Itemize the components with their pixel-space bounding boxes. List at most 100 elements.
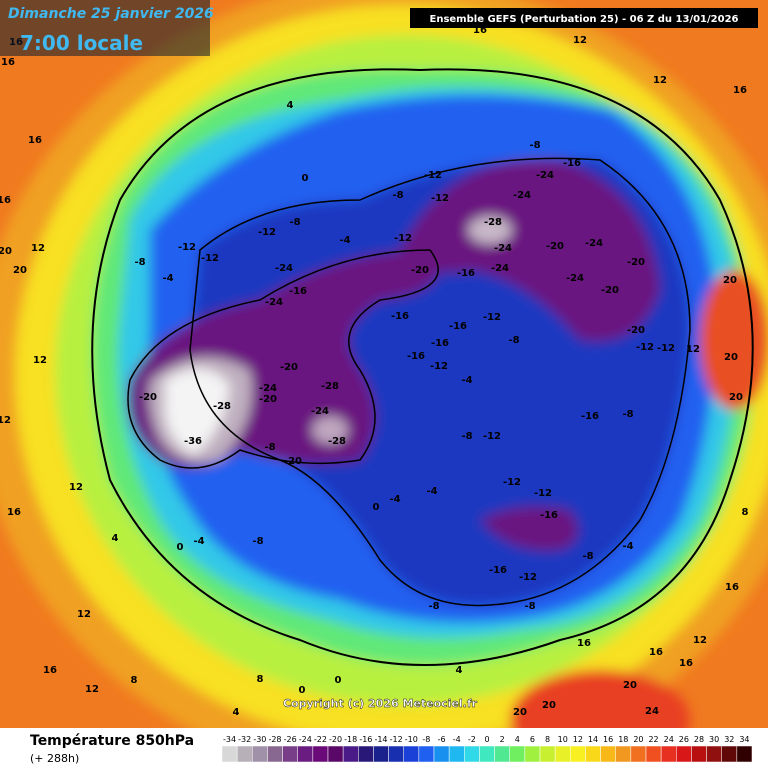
scale-swatch bbox=[660, 745, 677, 763]
scale-swatch bbox=[524, 745, 541, 763]
scale-swatch bbox=[570, 745, 586, 763]
contour-label: 16 bbox=[28, 135, 42, 146]
contour-label: -4 bbox=[193, 536, 204, 547]
scale-swatch bbox=[736, 745, 753, 763]
contour-label: -12 bbox=[424, 170, 442, 181]
contour-label: -24 bbox=[536, 170, 554, 181]
contour-label: -36 bbox=[184, 436, 202, 447]
contour-label: -20 bbox=[546, 241, 564, 252]
scale-label: -26 bbox=[284, 735, 297, 744]
scale-label: -12 bbox=[390, 735, 403, 744]
contour-label: 20 bbox=[13, 265, 27, 276]
scale-swatch bbox=[494, 745, 510, 763]
scale-label: 0 bbox=[484, 735, 489, 744]
contour-label: 20 bbox=[723, 275, 737, 286]
contour-label: 20 bbox=[724, 352, 738, 363]
contour-label: -20 bbox=[627, 325, 645, 336]
contour-label: -12 bbox=[519, 572, 537, 583]
isotherm bbox=[189, 157, 691, 607]
contour-label: 20 bbox=[729, 392, 743, 403]
contour-label: 8 bbox=[742, 507, 749, 518]
scale-label: 8 bbox=[545, 735, 550, 744]
contour-label: -12 bbox=[431, 193, 449, 204]
contour-label: 16 bbox=[7, 507, 21, 518]
contour-label: -4 bbox=[426, 486, 437, 497]
scale-swatch bbox=[600, 745, 616, 763]
contour-label: -20 bbox=[627, 257, 645, 268]
contour-label: -8 bbox=[289, 217, 300, 228]
contour-label: -12 bbox=[430, 361, 448, 372]
scale-label: -24 bbox=[299, 735, 312, 744]
contour-label: 0 bbox=[335, 675, 342, 686]
footer-lead: (+ 288h) bbox=[30, 752, 79, 765]
scale-label: -14 bbox=[374, 735, 387, 744]
scale-swatch bbox=[539, 745, 556, 763]
contour-label: 16 bbox=[473, 25, 487, 36]
contour-label: -12 bbox=[258, 227, 276, 238]
contour-label: -24 bbox=[265, 297, 283, 308]
contour-label: -28 bbox=[484, 217, 502, 228]
contour-label: -12 bbox=[503, 477, 521, 488]
scale-swatch bbox=[403, 745, 420, 763]
scale-label: 22 bbox=[648, 735, 658, 744]
scale-swatch bbox=[373, 745, 389, 763]
scale-swatch bbox=[630, 745, 647, 763]
contour-label: -8 bbox=[392, 190, 403, 201]
contour-label: -24 bbox=[491, 263, 509, 274]
contour-label: 12 bbox=[0, 415, 11, 426]
scale-label: -16 bbox=[359, 735, 372, 744]
contour-label: -28 bbox=[321, 381, 339, 392]
contour-label: 4 bbox=[287, 100, 294, 111]
scale-swatch bbox=[418, 745, 435, 763]
contour-label: 0 bbox=[299, 685, 306, 696]
contour-label: -16 bbox=[563, 158, 581, 169]
contour-label: 0 bbox=[302, 173, 309, 184]
scale-label: 6 bbox=[530, 735, 535, 744]
contour-label: -8 bbox=[134, 257, 145, 268]
scale-label: 26 bbox=[679, 735, 689, 744]
contour-label: -12 bbox=[394, 233, 412, 244]
scale-label: -6 bbox=[438, 735, 446, 744]
contour-label: -8 bbox=[622, 409, 633, 420]
contour-label: -4 bbox=[622, 541, 633, 552]
scale-swatch bbox=[448, 745, 465, 763]
contour-label: -12 bbox=[657, 343, 675, 354]
scale-swatch bbox=[297, 745, 314, 763]
scale-label: -20 bbox=[329, 735, 342, 744]
scale-label: 16 bbox=[603, 735, 613, 744]
contour-label: 12 bbox=[573, 35, 587, 46]
contour-labels: 16 16 16 4 0 16 12 12 16 -8 -16 -24 -12 -8 -12 -24 -28 -2… bbox=[0, 25, 749, 718]
contour-label: -12 bbox=[636, 342, 654, 353]
scale-swatch bbox=[327, 745, 344, 763]
contour-label: -28 bbox=[213, 401, 231, 412]
contour-label: 16 bbox=[43, 665, 57, 676]
contour-label: -24 bbox=[275, 263, 293, 274]
contour-label: 8 bbox=[257, 674, 264, 685]
scale-label: -18 bbox=[344, 735, 357, 744]
scale-label: -2 bbox=[468, 735, 476, 744]
scale-label: 10 bbox=[558, 735, 568, 744]
zero-isotherm bbox=[91, 68, 754, 666]
scale-label: 28 bbox=[694, 735, 704, 744]
contour-label: -8 bbox=[582, 551, 593, 562]
contour-label: 16 bbox=[733, 85, 747, 96]
scale-swatch bbox=[585, 745, 601, 763]
scale-swatch bbox=[479, 745, 495, 763]
scale-label: 32 bbox=[724, 735, 734, 744]
contour-label: 20 bbox=[513, 707, 527, 718]
contour-label: -20 bbox=[259, 394, 277, 405]
scale-swatch bbox=[645, 745, 662, 763]
contour-label: -20 bbox=[284, 456, 302, 467]
scale-swatch bbox=[221, 745, 238, 763]
date: Dimanche 25 janvier 2026 bbox=[8, 6, 214, 22]
date-box bbox=[0, 0, 210, 56]
contour-label: 24 bbox=[645, 706, 659, 717]
contour-label: 0 bbox=[177, 542, 184, 553]
scale-swatch bbox=[691, 745, 707, 763]
scale-label: 14 bbox=[588, 735, 598, 744]
scale-label: 24 bbox=[664, 735, 674, 744]
scale-swatch bbox=[509, 745, 526, 763]
contour-label: 12 bbox=[686, 344, 700, 355]
scale-swatch bbox=[615, 745, 632, 763]
contour-label: 0 bbox=[373, 502, 380, 513]
